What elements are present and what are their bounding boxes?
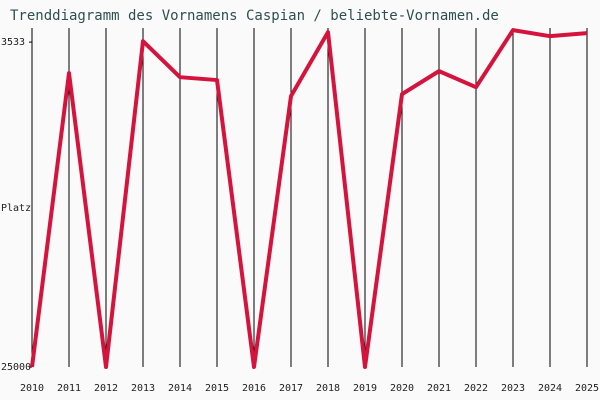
x-tick-label: 2021 xyxy=(427,383,451,394)
x-tick-label: 2020 xyxy=(390,383,414,394)
x-tick-label: 2016 xyxy=(242,383,266,394)
x-tick-label: 2025 xyxy=(575,383,599,394)
x-tick-label: 2014 xyxy=(168,383,192,394)
x-tick-label: 2024 xyxy=(538,383,562,394)
y-tick-label: 25000 xyxy=(1,362,31,373)
y-tick-label: 3533 xyxy=(1,37,25,48)
x-tick-label: 2012 xyxy=(94,383,118,394)
x-tick-label: 2018 xyxy=(316,383,340,394)
x-tick-label: 2017 xyxy=(279,383,303,394)
x-tick-label: 2015 xyxy=(205,383,229,394)
line xyxy=(30,28,588,369)
x-tick-label: 2011 xyxy=(57,383,81,394)
y-axis-label: Platz xyxy=(1,203,31,214)
x-tick-label: 2013 xyxy=(131,383,155,394)
chart-title: Trenddiagramm des Vornamens Caspian / be… xyxy=(10,8,499,24)
x-tick-label: 2019 xyxy=(353,383,377,394)
x-tick-label: 2022 xyxy=(464,383,488,394)
x-tick-label: 2010 xyxy=(20,383,44,394)
x-tick-label: 2023 xyxy=(501,383,525,394)
